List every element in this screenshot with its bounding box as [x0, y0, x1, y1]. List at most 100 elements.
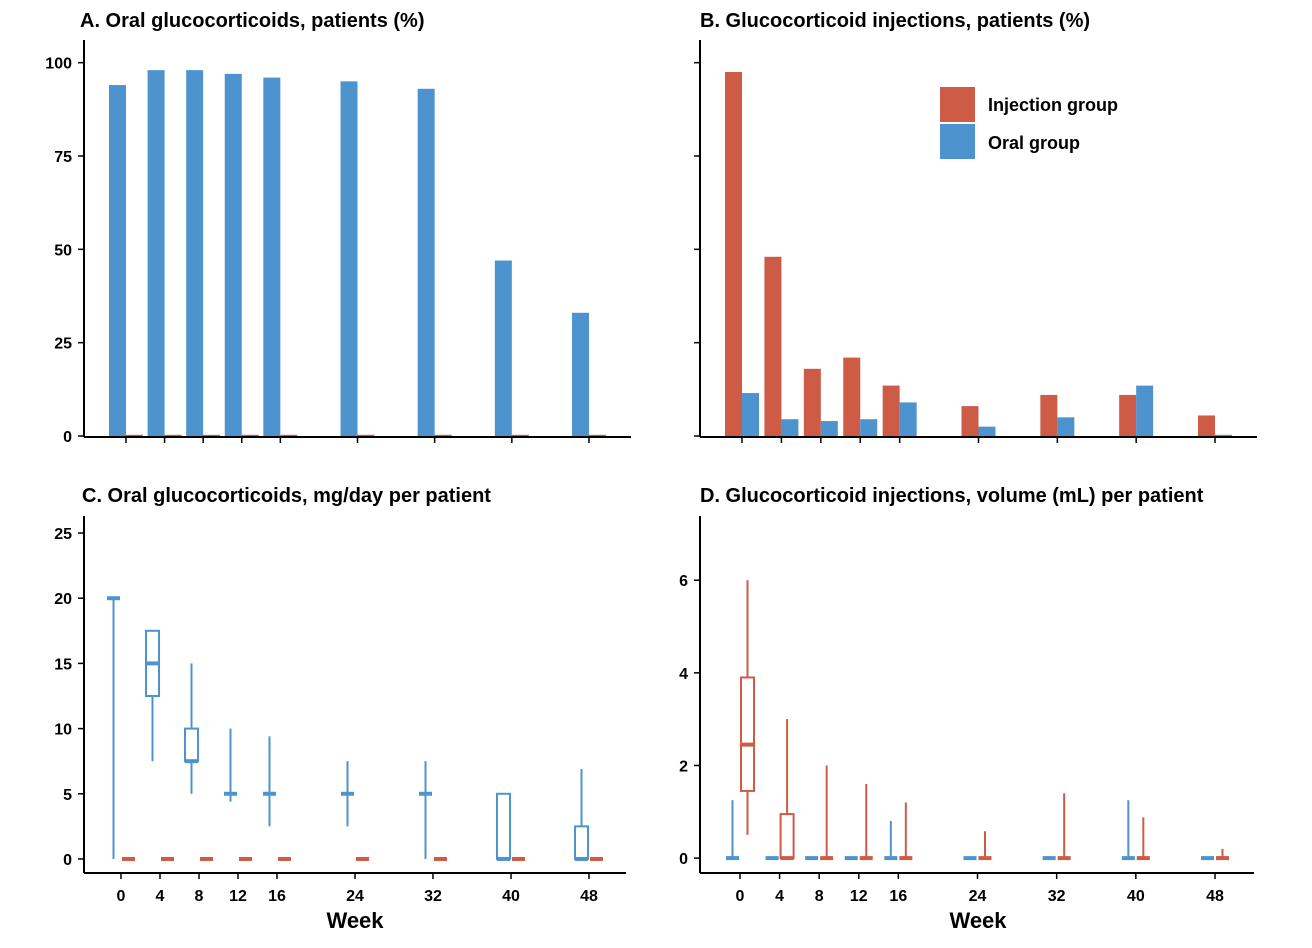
panel-d-box-injection-week-8: [820, 765, 834, 861]
panel-d-y-tick-label: 6: [679, 573, 688, 590]
panel-b-bar-oral-week-48: [1215, 434, 1232, 436]
panel-c-box-oral-week-0: [107, 596, 120, 859]
panel-c-y-tick-label: 0: [63, 852, 72, 869]
panel-a-y-tick-label: 75: [54, 149, 72, 166]
panel-d-x-tick-label: 48: [1206, 888, 1224, 905]
panel-a-bar-injection-week-12: [241, 434, 259, 436]
panel-b-bar-injection-week-32: [1040, 394, 1058, 436]
panel-a-bar-injection-week-0: [126, 434, 143, 436]
panel-c-box-oral-week-40: [496, 792, 511, 861]
panel-b: B. Glucocorticoid injections, patients (…: [694, 10, 1257, 443]
panel-d-box-injection-week-0: [740, 580, 755, 835]
panel-b-bar-injection-week-8: [803, 368, 821, 436]
panel-b-bar-oral-week-4: [781, 419, 799, 436]
panel-d-iqr-injection-week-0: [740, 676, 755, 792]
panel-a-bar-oral-week-48: [572, 312, 589, 436]
panel-a-title: A. Oral glucocorticoids, patients (%): [80, 10, 425, 32]
panel-a-bar-oral-week-40: [494, 260, 512, 436]
panel-d-box-oral-week-0: [726, 800, 739, 861]
panel-d-title: D. Glucocorticoid injections, volume (mL…: [700, 485, 1204, 507]
panel-d-box-injection-week-12: [859, 784, 873, 861]
panel-d-box-injection-week-24: [978, 831, 992, 861]
panel-b-bar-injection-week-4: [764, 256, 782, 436]
panel-a-bar-oral-week-12: [224, 73, 242, 436]
panel-d-x-tick-label: 12: [850, 888, 868, 905]
panel-a-bar-injection-week-16: [280, 434, 298, 436]
panel-d-x-tick-label: 40: [1127, 888, 1145, 905]
panel-c-x-tick-label: 48: [580, 888, 598, 905]
panel-b-bar-injection-week-40: [1119, 394, 1137, 436]
panel-c-box-oral-week-32: [419, 761, 432, 859]
panel-b-bar-oral-week-16: [899, 402, 917, 436]
legend-label-injection: Injection group: [988, 95, 1118, 115]
panel-c-x-tick-label: 4: [156, 888, 165, 905]
panel-d-box-injection-week-16: [899, 802, 913, 861]
panel-c-y-tick-label: 10: [54, 722, 72, 739]
panel-d-x-tick-label: 0: [736, 888, 745, 905]
panel-d-x-tick-label: 32: [1048, 888, 1066, 905]
panel-d-y-tick-label: 2: [679, 758, 688, 775]
panel-a-bar-injection-week-24: [357, 434, 375, 436]
panel-a-y-tick-label: 25: [54, 336, 72, 353]
panel-b-bar-injection-week-16: [882, 385, 900, 436]
panel-c-y-tick-label: 5: [63, 787, 72, 804]
panel-b-bar-oral-week-12: [860, 419, 878, 436]
panel-b-title: B. Glucocorticoid injections, patients (…: [700, 10, 1090, 32]
panel-d-x-axis-title: Week: [949, 908, 1007, 933]
panel-c-box-oral-week-12: [224, 728, 237, 802]
panel-d-box-oral-week-16: [884, 821, 898, 861]
panel-c-iqr-oral-week-40: [496, 792, 511, 860]
panel-a: A. Oral glucocorticoids, patients (%) 0 2…: [45, 10, 631, 446]
panel-a-bar-oral-week-32: [417, 88, 435, 437]
panel-d-iqr-injection-week-4: [779, 813, 795, 860]
panel-c-box-oral-week-48: [574, 769, 589, 861]
panel-d-y-tick-label: 4: [679, 666, 688, 683]
panel-a-bar-injection-week-40: [511, 434, 529, 436]
panel-b-bar-oral-week-8: [820, 421, 838, 436]
panel-b-bar-oral-week-40: [1136, 385, 1154, 436]
panel-b-bar-injection-week-48: [1198, 415, 1215, 436]
panel-c-box-oral-week-16: [263, 736, 276, 827]
panel-d-x-tick-label: 8: [815, 888, 824, 905]
panel-c-x-tick-label: 12: [229, 888, 247, 905]
panel-b-bar-injection-week-0: [725, 72, 742, 436]
panel-d-x-tick-label: 24: [969, 888, 987, 905]
panel-a-bar-oral-week-16: [263, 77, 281, 436]
panel-c-x-tick-label: 16: [268, 888, 286, 905]
panel-a-bar-oral-week-4: [147, 70, 165, 436]
panel-a-bar-oral-week-0: [109, 85, 126, 437]
panel-a-y-tick-label: 100: [45, 56, 72, 73]
panel-c-y-tick-label: 20: [54, 591, 72, 608]
panel-c-x-tick-label: 0: [117, 888, 126, 905]
panel-c-x-tick-label: 32: [424, 888, 442, 905]
panel-c-box-oral-week-4: [145, 629, 160, 762]
panel-a-bar-injection-week-48: [589, 434, 606, 436]
panel-d-x-tick-label: 16: [889, 888, 907, 905]
panel-c-box-oral-week-24: [341, 761, 354, 827]
panel-a-bar-oral-week-24: [340, 81, 358, 436]
panel-b-bar-injection-week-12: [843, 357, 861, 436]
panel-a-bar-oral-week-8: [186, 70, 204, 436]
panel-b-bar-oral-week-32: [1057, 417, 1075, 436]
panel-c-box-oral-week-8: [184, 663, 199, 794]
legend-swatch-injection: [940, 87, 975, 122]
panel-b-bar-oral-week-24: [978, 426, 996, 436]
panel-c-title: C. Oral glucocorticoids, mg/day per pati…: [82, 485, 491, 507]
panel-c-x-tick-label: 24: [346, 888, 364, 905]
panel-a-y-tick-label: 0: [63, 429, 72, 446]
panel-a-bar-injection-week-8: [203, 434, 221, 436]
panel-c-x-tick-label: 8: [195, 888, 204, 905]
panel-c-x-tick-label: 40: [502, 888, 520, 905]
panel-c-x-axis-title: Week: [326, 908, 384, 933]
panel-b-bar-injection-week-24: [961, 406, 979, 436]
panel-a-bar-injection-week-32: [434, 434, 452, 436]
panel-c-iqr-oral-week-8: [184, 727, 199, 763]
panel-d-box-injection-week-4: [779, 719, 795, 861]
panel-d-box-injection-week-40: [1136, 817, 1150, 861]
panel-d-box-oral-week-40: [1121, 800, 1135, 861]
panel-c-y-tick-label: 25: [54, 526, 72, 543]
legend-label-oral: Oral group: [988, 133, 1080, 153]
legend-swatch-oral: [940, 124, 975, 159]
panel-d-y-tick-label: 0: [679, 851, 688, 868]
